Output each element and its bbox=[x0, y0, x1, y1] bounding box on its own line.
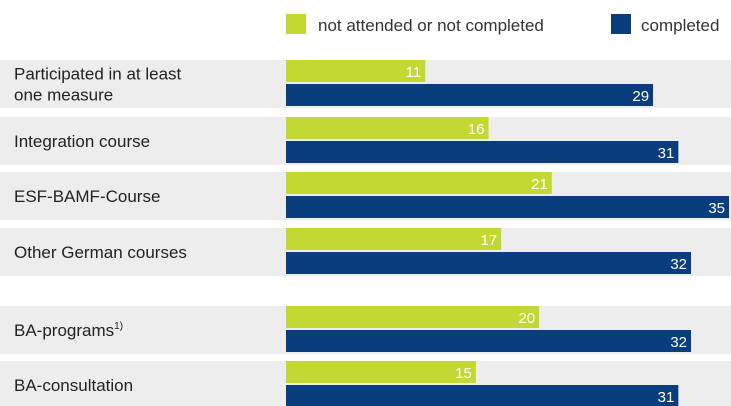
data-label: 15 bbox=[455, 365, 472, 382]
category-label: Other German courses bbox=[14, 243, 187, 262]
data-label: 32 bbox=[670, 334, 687, 351]
bar-completed bbox=[286, 330, 692, 352]
data-label: 31 bbox=[658, 145, 675, 162]
bars: 11 29 16 31 21 35 17 32 20 32 15 31 bbox=[286, 60, 729, 406]
bar-completed bbox=[286, 252, 692, 274]
bar-not-completed bbox=[286, 60, 426, 82]
legend: not attended or not completed completed bbox=[286, 14, 719, 35]
bar-not-completed bbox=[286, 361, 476, 383]
legend-label-completed: completed bbox=[641, 16, 719, 35]
data-label: 35 bbox=[708, 200, 725, 217]
category-label: Integration course bbox=[14, 132, 150, 151]
category-label: BA-consultation bbox=[14, 376, 133, 395]
bar-completed bbox=[286, 385, 679, 406]
data-label: 11 bbox=[406, 64, 422, 81]
data-label: 21 bbox=[531, 176, 548, 193]
bar-not-completed bbox=[286, 228, 502, 250]
data-label: 29 bbox=[632, 88, 649, 105]
bar-completed bbox=[286, 141, 679, 163]
category-label: BA-programs1) bbox=[14, 321, 123, 340]
legend-swatch-completed bbox=[611, 14, 631, 34]
data-label: 31 bbox=[658, 389, 675, 406]
legend-label-not-completed: not attended or not completed bbox=[318, 16, 544, 35]
bar-not-completed bbox=[286, 306, 540, 328]
data-label: 32 bbox=[670, 256, 687, 273]
category-labels: Participated in at least one measure Integ… bbox=[14, 65, 187, 396]
category-label: Participated in at least one measure bbox=[14, 65, 182, 105]
bar-completed bbox=[286, 84, 654, 106]
bar-completed bbox=[286, 196, 729, 218]
data-label: 20 bbox=[518, 310, 535, 327]
bar-not-completed bbox=[286, 117, 489, 139]
data-label: 16 bbox=[468, 121, 485, 138]
bar-not-completed bbox=[286, 172, 552, 194]
data-label: 17 bbox=[480, 232, 497, 249]
legend-swatch-not-completed bbox=[286, 14, 306, 34]
category-label: ESF-BAMF-Course bbox=[14, 187, 160, 206]
